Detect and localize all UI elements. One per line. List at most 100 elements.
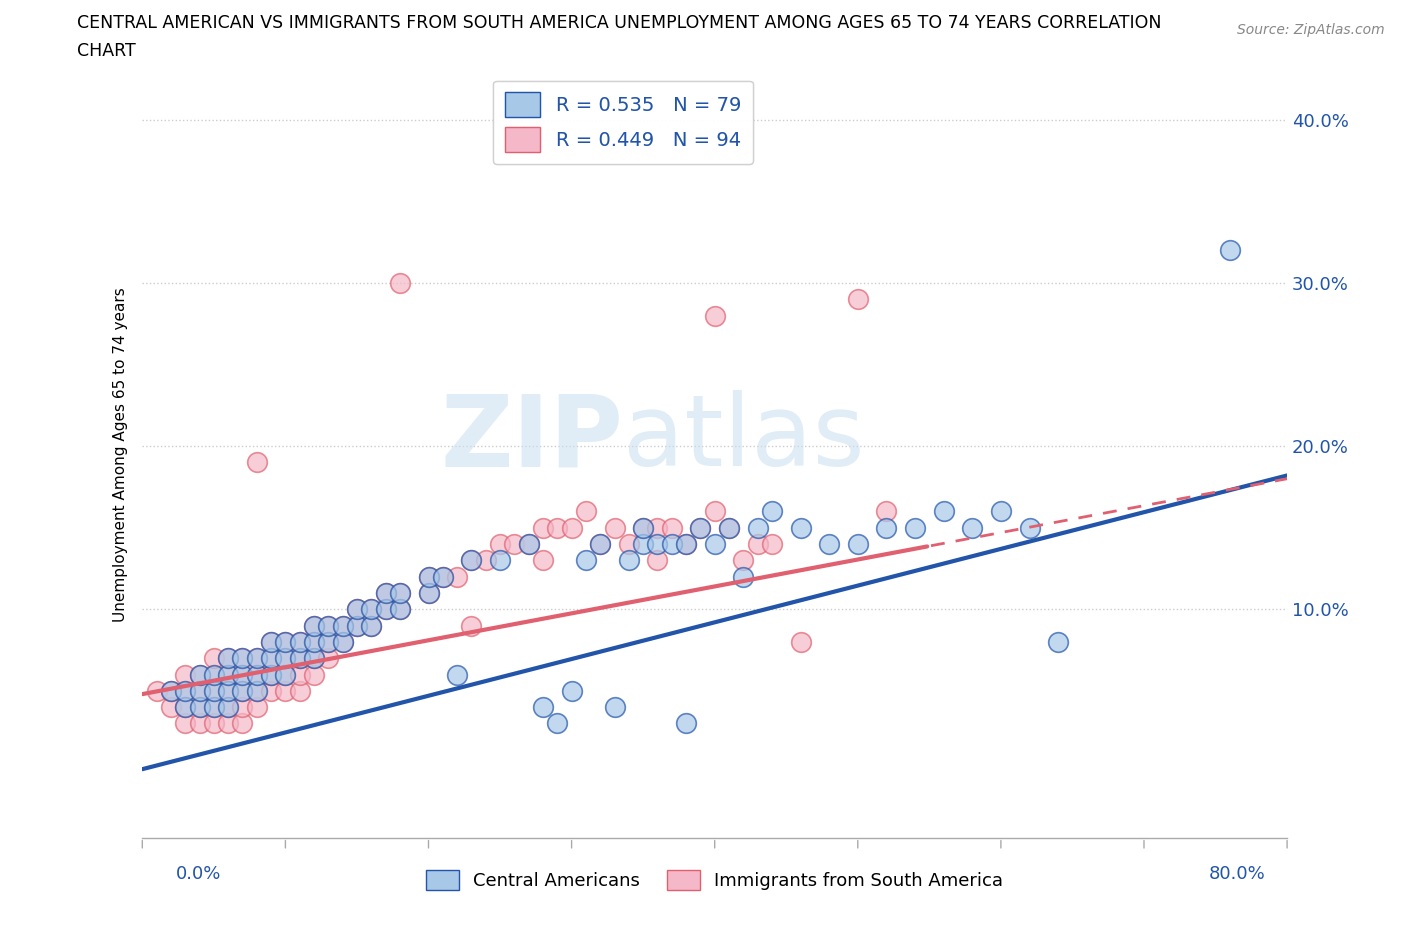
Point [932,504,955,519]
Point [332,618,354,633]
Point [374,602,396,617]
Point [531,552,554,567]
Point [517,537,540,551]
Point [432,569,454,584]
Point [1219,243,1241,258]
Point [202,667,225,682]
Point [217,684,239,698]
Point [346,602,368,617]
Point [274,634,297,649]
Point [846,537,869,551]
Point [489,552,512,567]
Point [575,552,598,567]
Point [274,634,297,649]
Point [789,520,811,535]
Point [617,552,640,567]
Point [546,520,568,535]
Point [474,552,496,567]
Text: 0.0%: 0.0% [176,865,221,883]
Point [661,520,683,535]
Point [246,651,269,666]
Point [418,586,440,601]
Point [1047,634,1070,649]
Point [733,552,755,567]
Point [231,651,253,666]
Point [202,651,225,666]
Point [174,699,197,714]
Point [246,684,269,698]
Point [188,684,211,698]
Point [274,651,297,666]
Point [217,667,239,682]
Point [675,716,697,731]
Text: CHART: CHART [77,42,136,60]
Point [517,537,540,551]
Point [418,586,440,601]
Point [717,520,740,535]
Point [302,667,325,682]
Point [531,699,554,714]
Point [246,699,269,714]
Point [188,699,211,714]
Point [747,520,769,535]
Point [288,634,311,649]
Point [231,716,253,731]
Point [188,667,211,682]
Point [661,537,683,551]
Point [332,634,354,649]
Point [217,716,239,731]
Point [575,504,598,519]
Point [589,537,612,551]
Point [603,520,626,535]
Point [647,520,669,535]
Point [703,504,725,519]
Point [603,699,626,714]
Point [360,602,382,617]
Point [631,520,654,535]
Point [990,504,1012,519]
Point [360,618,382,633]
Point [717,520,740,535]
Point [260,667,283,682]
Text: atlas: atlas [623,391,865,487]
Point [260,667,283,682]
Point [246,651,269,666]
Point [904,520,927,535]
Point [202,716,225,731]
Point [274,651,297,666]
Point [460,552,482,567]
Point [174,716,197,731]
Point [288,667,311,682]
Point [288,651,311,666]
Point [160,684,183,698]
Point [346,618,368,633]
Point [202,667,225,682]
Point [1018,520,1040,535]
Point [274,667,297,682]
Text: Source: ZipAtlas.com: Source: ZipAtlas.com [1237,23,1385,37]
Point [188,684,211,698]
Point [503,537,526,551]
Point [288,684,311,698]
Point [703,308,725,323]
Point [217,699,239,714]
Point [489,537,512,551]
Point [260,651,283,666]
Point [332,618,354,633]
Point [631,537,654,551]
Point [288,651,311,666]
Point [160,684,183,698]
Point [288,634,311,649]
Point [432,569,454,584]
Point [875,504,897,519]
Point [231,684,253,698]
Point [217,699,239,714]
Legend: R = 0.535   N = 79, R = 0.449   N = 94: R = 0.535 N = 79, R = 0.449 N = 94 [494,81,752,164]
Point [689,520,711,535]
Point [188,667,211,682]
Point [246,684,269,698]
Point [302,651,325,666]
Point [388,602,411,617]
Point [260,684,283,698]
Point [302,618,325,633]
